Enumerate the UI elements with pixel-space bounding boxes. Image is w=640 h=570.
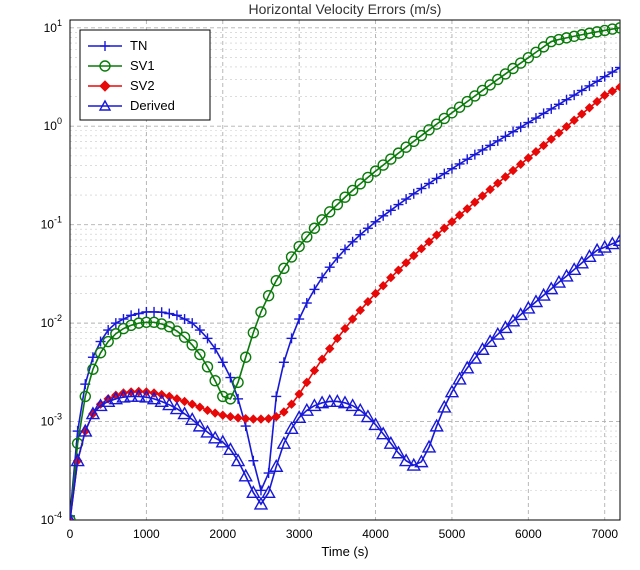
chart-container: 10-410-310-210-1100101010002000300040005…: [0, 0, 640, 570]
chart-title: Horizontal Velocity Errors (m/s): [249, 1, 442, 17]
svg-text:0: 0: [67, 527, 74, 541]
legend-label-SV2: SV2: [130, 78, 155, 93]
x-axis-label: Time (s): [321, 544, 368, 559]
svg-text:5000: 5000: [439, 527, 466, 541]
legend-label-Derived: Derived: [130, 98, 175, 113]
velocity-error-chart: 10-410-310-210-1100101010002000300040005…: [0, 0, 640, 570]
svg-text:6000: 6000: [515, 527, 542, 541]
svg-text:3000: 3000: [286, 527, 313, 541]
legend: TN SV1 SV2 Derived: [80, 30, 210, 120]
legend-label-SV1: SV1: [130, 58, 155, 73]
svg-text:1000: 1000: [133, 527, 160, 541]
legend-label-TN: TN: [130, 38, 147, 53]
svg-text:2000: 2000: [209, 527, 236, 541]
svg-text:7000: 7000: [591, 527, 618, 541]
svg-text:4000: 4000: [362, 527, 389, 541]
